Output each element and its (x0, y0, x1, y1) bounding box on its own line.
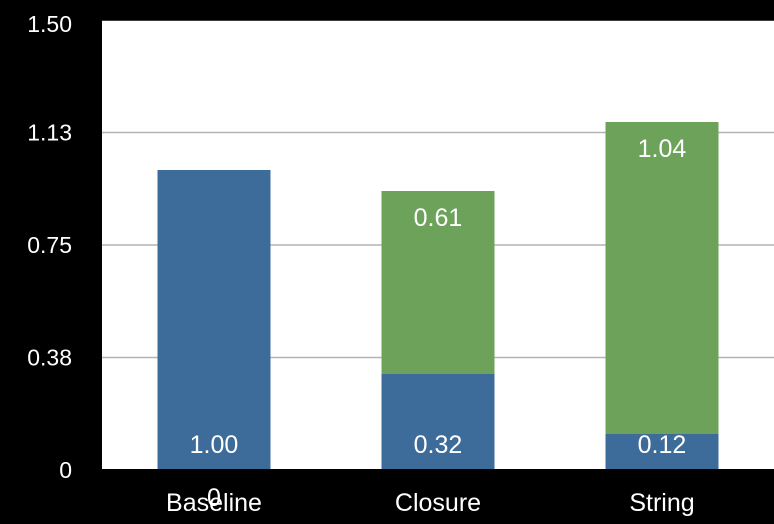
x-category-label: Baseline (166, 489, 262, 517)
data-labels: 1.00 0.32 0.61 0.12 1.04 0 (190, 135, 687, 512)
stray-zero-label: 0 (207, 484, 221, 512)
bar-baseline-segment-1 (157, 170, 271, 470)
bar-string-segment-2 (605, 122, 719, 434)
x-axis: Baseline Closure String (102, 469, 774, 517)
y-tick-label: 1.13 (27, 120, 72, 146)
y-axis: 0 0.38 0.75 1.13 1.50 (27, 11, 72, 483)
data-label: 0.32 (414, 431, 463, 459)
x-category-label: Closure (395, 489, 481, 517)
data-label: 0.61 (414, 204, 463, 232)
bar-closure-segment-1 (381, 374, 495, 470)
x-category-label: String (629, 489, 694, 517)
bar-closure-segment-2 (381, 191, 495, 374)
y-tick-label: 0.38 (27, 345, 72, 371)
y-tick-label: 0 (59, 457, 72, 483)
y-tick-label: 0.75 (27, 232, 72, 258)
y-tick-label: 1.50 (27, 11, 72, 37)
bars (157, 122, 719, 470)
data-label: 1.04 (638, 135, 687, 163)
bar-string-segment-1 (605, 434, 719, 470)
data-label: 1.00 (190, 431, 239, 459)
data-label: 0.12 (638, 431, 687, 459)
